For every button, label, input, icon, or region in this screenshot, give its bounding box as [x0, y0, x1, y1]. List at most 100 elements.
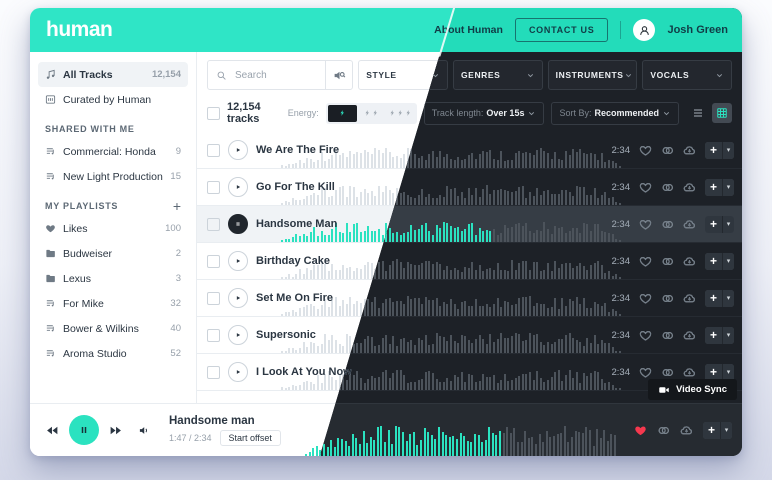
download-icon[interactable] [682, 181, 696, 194]
rewind-button[interactable] [46, 424, 59, 437]
add-to-playlist-button[interactable]: +▾ [705, 363, 734, 381]
waveform[interactable] [320, 294, 626, 316]
add-to-playlist-button[interactable]: +▾ [705, 178, 734, 196]
volume-icon[interactable] [138, 424, 151, 437]
download-icon[interactable] [682, 255, 696, 268]
content-area: STYLE GENRES INSTRUMENTS VOCALS [319, 52, 742, 403]
shared-with-me-heading: SHARED WITH ME [45, 124, 135, 134]
select-all-checkbox[interactable] [207, 106, 220, 120]
filter-row: STYLE GENRES INSTRUMENTS VOCALS [319, 52, 742, 96]
play-button[interactable] [228, 177, 248, 197]
track-checkbox[interactable] [207, 291, 220, 305]
play-button[interactable] [228, 140, 248, 160]
favorite-icon[interactable] [638, 329, 652, 342]
view-toggle [688, 103, 732, 123]
track-checkbox[interactable] [207, 180, 220, 194]
similar-tracks-icon[interactable] [660, 255, 674, 268]
download-icon[interactable] [682, 366, 696, 379]
favorite-icon[interactable] [638, 181, 652, 194]
pause-button[interactable] [228, 214, 248, 234]
similar-tracks-icon[interactable] [656, 424, 670, 437]
audio-search-icon[interactable] [325, 61, 352, 89]
add-to-playlist-button[interactable]: + ▾ [703, 421, 732, 439]
avatar[interactable] [633, 19, 656, 41]
track-length-filter[interactable]: Track length: Over 15s [423, 101, 545, 125]
track-checkbox[interactable] [207, 365, 220, 379]
favorite-icon[interactable] [638, 292, 652, 305]
track-title[interactable]: We Are The Fire [256, 144, 340, 156]
vocals-filter[interactable]: VOCALS [642, 60, 732, 90]
play-button[interactable] [228, 325, 248, 345]
download-icon[interactable] [682, 329, 696, 342]
similar-tracks-icon[interactable] [660, 366, 674, 379]
track-checkbox[interactable] [207, 328, 220, 342]
sidebar-item-all-tracks[interactable]: All Tracks 12,154 [38, 62, 188, 87]
my-playlists-heading: MY PLAYLISTS [45, 201, 119, 211]
favorite-icon[interactable] [638, 255, 652, 268]
favorite-icon[interactable] [638, 144, 652, 157]
plus-icon: + [705, 178, 722, 196]
favorite-icon[interactable] [638, 366, 652, 379]
genres-filter[interactable]: GENRES [452, 60, 543, 90]
track-title[interactable]: Birthday Cake [256, 255, 330, 267]
contact-us-button[interactable]: CONTACT US [514, 18, 609, 42]
similar-tracks-icon[interactable] [660, 329, 674, 342]
track-title[interactable]: Supersonic [256, 329, 316, 341]
play-pause-button[interactable] [69, 415, 99, 445]
sidebar-item-for-mike[interactable]: For Mike 32 [38, 291, 188, 316]
track-title[interactable]: Go For The Kill [256, 181, 335, 193]
search-input[interactable] [233, 68, 320, 82]
similar-tracks-icon[interactable] [660, 292, 674, 305]
nav-about-human[interactable]: About Human [434, 24, 503, 36]
track-duration: 2:34 [611, 218, 631, 230]
similar-tracks-icon[interactable] [660, 218, 674, 231]
add-to-playlist-button[interactable]: +▾ [705, 289, 734, 307]
favorite-icon[interactable] [638, 218, 652, 231]
download-icon[interactable] [682, 218, 696, 231]
style-filter-label: STYLE [366, 70, 397, 80]
sidebar-item-budweiser[interactable]: Budweiser 2 [38, 241, 188, 266]
similar-tracks-icon[interactable] [660, 144, 674, 157]
track-checkbox[interactable] [207, 143, 220, 157]
list-view-icon[interactable] [688, 103, 708, 123]
sidebar-item-commercial-honda[interactable]: Commercial: Honda 9 [38, 139, 188, 164]
sidebar-item-bower-wilkins[interactable]: Bower & Wilkins 40 [38, 316, 188, 341]
add-to-playlist-button[interactable]: +▾ [705, 141, 734, 159]
favorite-icon[interactable] [633, 424, 647, 437]
download-icon[interactable] [682, 292, 696, 305]
sidebar-item-new-light-production[interactable]: New Light Production 15 [38, 164, 188, 189]
sidebar-item-likes[interactable]: Likes 100 [38, 216, 188, 241]
energy-level-1[interactable] [327, 104, 357, 122]
add-to-playlist-button[interactable]: +▾ [705, 252, 734, 270]
video-sync-button[interactable]: Video Sync [647, 379, 737, 400]
play-button[interactable] [228, 288, 248, 308]
track-checkbox[interactable] [207, 254, 220, 268]
similar-tracks-icon[interactable] [660, 181, 674, 194]
playlist-icon [45, 171, 56, 182]
player-meta: Handsome man 1:47 / 2:34 Start offset [169, 415, 297, 446]
track-title[interactable]: Set Me On Fire [256, 292, 334, 304]
track-checkbox[interactable] [207, 217, 220, 231]
track-title[interactable]: Handsome Man [256, 218, 338, 230]
grid-view-icon[interactable] [712, 103, 732, 123]
forward-button[interactable] [109, 424, 122, 437]
add-to-playlist-button[interactable]: +▾ [705, 326, 734, 344]
add-to-playlist-button[interactable]: +▾ [705, 215, 734, 233]
instruments-filter[interactable]: INSTRUMENTS [547, 60, 638, 90]
energy-level-3[interactable] [386, 105, 415, 122]
energy-level-2[interactable] [357, 105, 386, 122]
download-icon[interactable] [682, 144, 696, 157]
app-window: human About Human CONTACT US Josh Green … [30, 8, 742, 456]
sidebar-item-aroma-studio[interactable]: Aroma Studio 52 [38, 341, 188, 366]
add-playlist-button[interactable]: + [172, 198, 181, 214]
start-offset-button[interactable]: Start offset [219, 429, 281, 446]
sort-by-filter[interactable]: Sort By: Recommended [551, 101, 679, 125]
player-waveform[interactable] [319, 420, 617, 456]
play-button[interactable] [228, 362, 248, 382]
track-title[interactable]: I Look At You Now [256, 366, 352, 378]
sidebar-item-curated-by-human[interactable]: Curated by Human [38, 87, 188, 112]
play-button[interactable] [228, 251, 248, 271]
download-icon[interactable] [679, 424, 693, 437]
sidebar-item-lexus[interactable]: Lexus 3 [38, 266, 188, 291]
sort-by-value: Recommended [594, 108, 659, 118]
